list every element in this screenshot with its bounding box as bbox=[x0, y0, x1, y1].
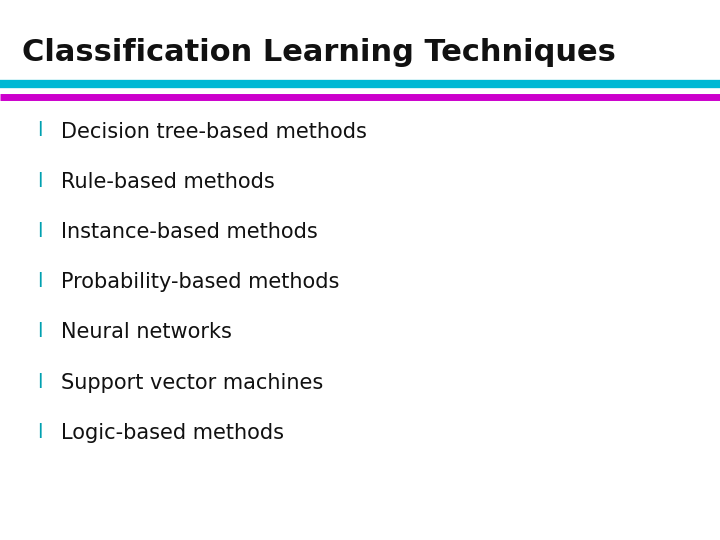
Text: Neural networks: Neural networks bbox=[61, 322, 232, 342]
Text: Decision tree-based methods: Decision tree-based methods bbox=[61, 122, 367, 141]
Text: Instance-based methods: Instance-based methods bbox=[61, 222, 318, 242]
Text: l: l bbox=[37, 172, 42, 191]
Text: l: l bbox=[37, 373, 42, 392]
Text: Rule-based methods: Rule-based methods bbox=[61, 172, 275, 192]
Text: Probability-based methods: Probability-based methods bbox=[61, 272, 340, 292]
Text: l: l bbox=[37, 322, 42, 341]
Text: Logic-based methods: Logic-based methods bbox=[61, 423, 284, 443]
Text: l: l bbox=[37, 423, 42, 442]
Text: Classification Learning Techniques: Classification Learning Techniques bbox=[22, 38, 616, 67]
Text: l: l bbox=[37, 272, 42, 291]
Text: Support vector machines: Support vector machines bbox=[61, 373, 323, 393]
Text: l: l bbox=[37, 122, 42, 140]
Text: l: l bbox=[37, 222, 42, 241]
